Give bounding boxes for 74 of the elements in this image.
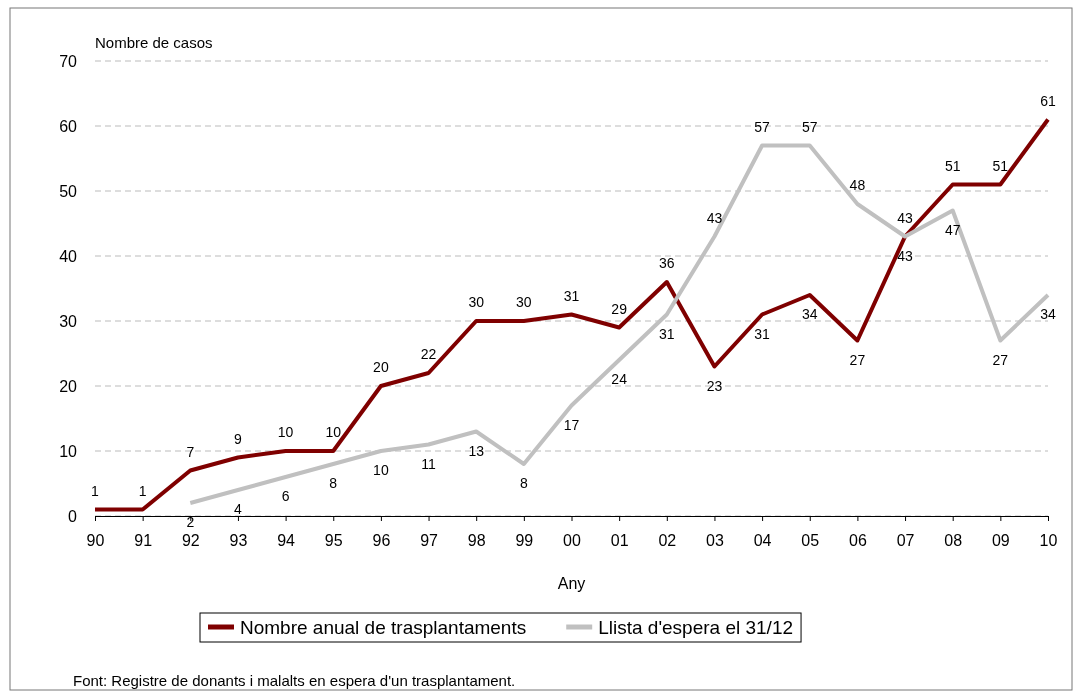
data-label: 31 xyxy=(659,325,675,342)
data-label: 24 xyxy=(611,371,628,387)
data-label: 51 xyxy=(944,157,961,174)
x-axis-title: Any xyxy=(557,575,586,592)
data-label: 10 xyxy=(373,462,389,478)
y-axis-title: Nombre de casos xyxy=(95,34,213,51)
data-label: 30 xyxy=(516,294,532,310)
data-label: 22 xyxy=(420,346,437,362)
y-tick-label: 20 xyxy=(59,377,78,395)
data-label: 34 xyxy=(1040,306,1056,322)
data-label: 13 xyxy=(468,442,485,459)
data-label: 27 xyxy=(849,351,866,368)
data-label: 11 xyxy=(421,455,437,472)
y-tick-label: 40 xyxy=(59,247,78,265)
x-tick-label: 10 xyxy=(1039,532,1058,550)
data-label: 43 xyxy=(897,247,914,264)
data-label: 27 xyxy=(992,351,1009,368)
x-tick-label: 98 xyxy=(467,532,486,550)
y-tick-label: 10 xyxy=(59,442,78,460)
x-tick-label: 06 xyxy=(849,532,867,550)
data-label: 34 xyxy=(801,306,818,322)
x-tick-label: 90 xyxy=(86,532,105,550)
data-label: 8 xyxy=(519,475,528,491)
legend-label: Nombre anual de trasplantaments xyxy=(240,617,527,638)
x-tick-label: 09 xyxy=(991,532,1010,550)
x-tick-label: 92 xyxy=(181,532,200,550)
data-label: 29 xyxy=(611,300,628,317)
x-tick-label: 00 xyxy=(563,532,581,550)
x-tick-label: 95 xyxy=(324,532,343,550)
data-label: 9 xyxy=(234,430,243,447)
data-label: 2 xyxy=(186,514,195,530)
x-tick-label: 07 xyxy=(896,532,915,550)
data-label: 8 xyxy=(329,475,338,491)
x-tick-label: 94 xyxy=(277,532,296,550)
data-label: 43 xyxy=(706,209,723,226)
data-label: 48 xyxy=(849,177,866,193)
x-tick-label: 03 xyxy=(706,532,724,550)
data-label: 31 xyxy=(563,287,580,304)
data-label: 7 xyxy=(186,443,195,460)
data-label: 4 xyxy=(234,501,243,517)
data-label: 17 xyxy=(563,416,580,433)
data-label: 57 xyxy=(801,118,818,135)
data-label: 51 xyxy=(992,157,1009,174)
x-tick-label: 01 xyxy=(610,532,629,550)
legend-label: Llista d'espera el 31/12 xyxy=(598,617,794,638)
data-label: 43 xyxy=(897,209,914,226)
y-tick-label: 70 xyxy=(59,52,78,70)
x-tick-label: 97 xyxy=(420,532,439,550)
x-tick-label: 08 xyxy=(944,532,963,550)
y-tick-label: 0 xyxy=(68,507,78,525)
y-tick-label: 50 xyxy=(59,182,78,200)
data-label: 30 xyxy=(468,294,485,310)
data-label: 1 xyxy=(91,482,100,499)
data-label: 36 xyxy=(659,255,675,271)
text: Font: Registre de donants i malalts en espera d'un trasplantament. xyxy=(73,672,516,689)
x-tick-label: 02 xyxy=(658,532,677,550)
data-label: 10 xyxy=(277,424,294,440)
x-tick-label: 99 xyxy=(515,532,534,550)
y-tick-label: 60 xyxy=(59,117,78,135)
x-tick-label: 04 xyxy=(753,532,772,550)
data-label: 10 xyxy=(325,424,342,440)
data-label: 23 xyxy=(706,377,723,394)
x-tick-label: 93 xyxy=(229,532,248,550)
data-label: 31 xyxy=(754,325,771,342)
y-tick-label: 30 xyxy=(59,312,78,330)
x-tick-label: 05 xyxy=(801,532,820,550)
x-tick-label: 96 xyxy=(372,532,391,550)
data-label: 1 xyxy=(138,482,147,499)
data-label: 6 xyxy=(281,488,290,504)
data-label: 61 xyxy=(1040,92,1056,109)
data-label: 47 xyxy=(944,221,961,238)
data-label: 20 xyxy=(373,359,389,375)
data-label: 57 xyxy=(754,118,771,135)
x-tick-label: 91 xyxy=(134,532,153,550)
